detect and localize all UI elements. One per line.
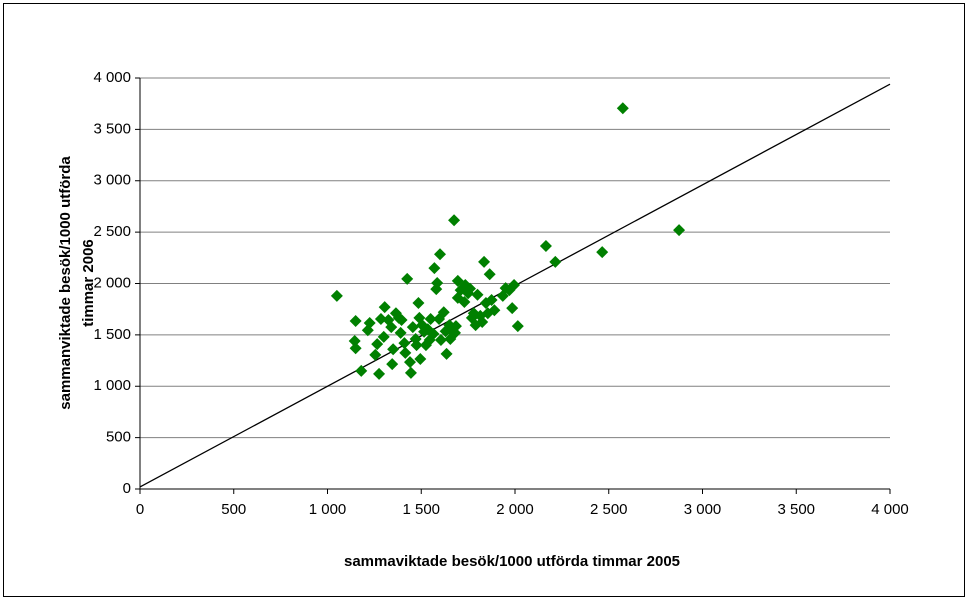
x-tick-label: 3 500 [777,501,815,518]
x-tick-label: 2 500 [590,501,628,518]
point [385,321,398,334]
point [349,342,362,355]
point [378,301,391,314]
y-tick-label: 2 000 [93,274,131,291]
point [471,288,484,301]
point [434,248,446,261]
y-axis-title: sammanviktade besök/1000 utförda [57,156,74,410]
point [596,246,609,259]
point [406,321,419,334]
point [386,358,399,371]
y-tick-label: 4 000 [93,69,131,86]
x-tick-label: 3 000 [684,501,722,518]
point [401,272,414,285]
point [464,282,476,295]
point [478,255,491,268]
point [431,276,444,289]
point [349,315,362,328]
point [434,334,447,347]
point [412,297,425,310]
point [355,364,368,377]
point [476,316,489,329]
y-tick-label: 3 500 [93,120,131,137]
x-tick-label: 1 500 [402,501,440,518]
point [448,214,461,227]
point [369,348,382,361]
y-tick-label: 3 000 [93,172,131,189]
point [377,330,390,343]
point [404,366,417,379]
point [361,324,374,337]
point [511,320,524,333]
point [488,304,501,317]
point [483,268,496,281]
point [399,346,412,359]
point [395,313,408,326]
point [394,326,407,339]
y-tick-label: 500 [106,429,131,446]
point [539,239,552,252]
y-axis-title: timmar 2006 [80,239,97,327]
point [404,356,416,369]
y-tick-label: 1 500 [93,326,131,343]
point [440,347,453,360]
point [616,102,629,115]
point [485,293,498,306]
point [428,262,441,275]
point [506,302,519,315]
point [449,320,462,333]
point [424,312,437,325]
point [427,327,440,340]
x-tick-label: 0 [136,501,144,518]
point [371,338,384,351]
point [458,295,471,308]
point [549,255,562,268]
y-tick-label: 0 [123,480,131,497]
point [387,343,400,356]
point [398,337,411,350]
x-tick-label: 2 000 [496,501,534,518]
y-tick-label: 2 500 [93,223,131,240]
x-tick-label: 500 [221,501,246,518]
point [414,353,427,366]
point [673,224,686,237]
point [508,279,521,292]
point [410,339,423,352]
point [348,335,361,348]
y-tick-label: 1 000 [93,377,131,394]
point [373,367,386,380]
point [437,306,450,319]
point [374,312,387,325]
x-tick-label: 1 000 [309,501,347,518]
x-tick-label: 4 000 [871,501,909,518]
x-axis-title: sammaviktade besök/1000 utförda timmar 2… [344,553,680,570]
point [330,289,343,302]
